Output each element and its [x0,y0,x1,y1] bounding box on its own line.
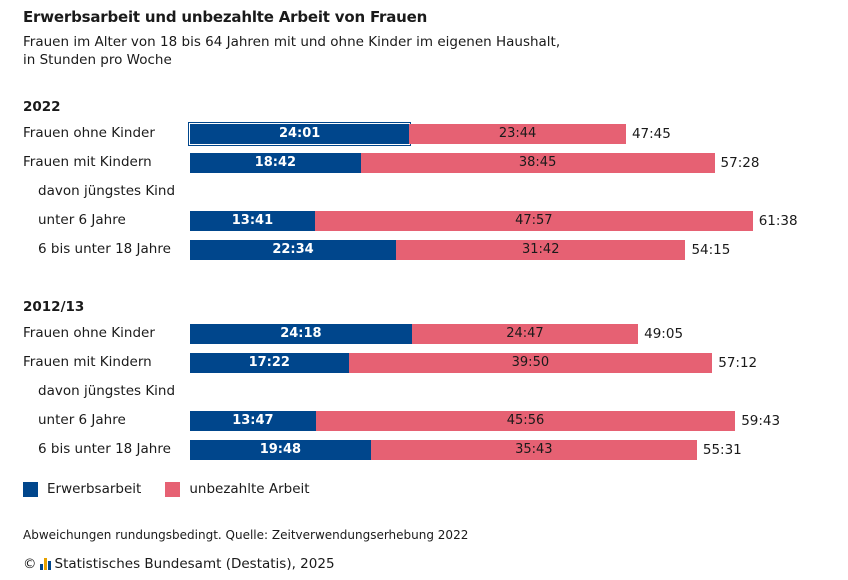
row-label: Frauen ohne Kinder [23,325,155,341]
row-label: unter 6 Jahre [38,212,126,228]
data-label-total: 57:12 [718,355,758,371]
subtitle-line-2: in Stunden pro Woche [23,52,172,68]
bar-segment-unpaid [315,411,736,431]
bar-segment-unpaid [370,440,697,460]
data-label-unpaid: 31:42 [522,242,560,257]
data-label-total: 61:38 [758,213,798,229]
legend-swatch-paid [23,481,38,497]
legend: Erwerbsarbeit unbezahlte Arbeit [23,481,334,497]
chart-subtitle: Frauen im Alter von 18 bis 64 Jahren mit… [23,33,623,69]
bar-segment-paid [190,124,410,144]
bar-segment-paid [190,211,315,231]
bar-row: 13:47 45:56 [190,411,736,431]
data-label-unpaid: 23:44 [498,126,537,141]
footnote: Abweichungen rundungsbedingt. Quelle: Ze… [23,528,469,542]
data-label-paid: 17:22 [248,355,290,370]
bar-segment-unpaid [360,153,715,173]
bar-segment-paid [190,353,349,373]
data-label-paid: 24:18 [280,326,322,341]
data-label-total: 59:43 [741,413,781,429]
legend-label-unpaid: unbezahlte Arbeit [189,481,310,497]
legend-item-paid: Erwerbsarbeit [23,481,141,497]
row-label: unter 6 Jahre [38,412,126,428]
bar-segment-paid [190,153,361,173]
bar-row: 24:18 24:47 [190,324,639,344]
data-label-unpaid: 39:50 [511,355,550,370]
bar-segment-unpaid [314,211,753,231]
data-label-unpaid: 24:47 [506,326,544,341]
credit-text: Statistisches Bundesamt (Destatis), 2025 [54,556,335,572]
bar-segment-paid [190,324,412,344]
data-label-unpaid: 38:45 [518,155,557,170]
data-label-unpaid: 47:57 [515,213,553,228]
bar-row: 22:34 31:42 [190,240,686,260]
bar-row: 24:01 23:44 [190,124,626,144]
row-label: 6 bis unter 18 Jahre [38,441,171,457]
bar-segment-paid [190,411,316,431]
data-label-paid: 22:34 [272,242,314,257]
subtitle-line-1: Frauen im Alter von 18 bis 64 Jahren mit… [23,34,561,50]
bar-row: 18:42 38:45 [190,153,715,173]
bar-segment-paid [190,440,371,460]
credit-line: © Statistisches Bundesamt (Destatis), 20… [23,556,335,572]
bar-segment-paid [190,240,397,260]
bar-segment-unpaid [409,124,626,144]
destatis-logo-icon [39,558,51,570]
data-label-unpaid: 45:56 [506,413,545,428]
row-label: Frauen ohne Kinder [23,125,155,141]
row-label: Frauen mit Kindern [23,354,152,370]
legend-item-unpaid: unbezahlte Arbeit [165,481,310,497]
data-label-unpaid: 35:43 [515,442,553,457]
bar-row: 17:22 39:50 [190,353,713,373]
copyright-symbol: © [23,556,37,572]
bar-segment-unpaid [411,324,639,344]
data-label-total: 47:45 [631,126,671,142]
data-label-total: 54:15 [691,242,731,258]
bar-row: 13:41 47:57 [190,211,753,231]
data-label-total: 57:28 [720,155,760,171]
data-label-paid: 24:01 [278,126,321,141]
bar-segment-unpaid [348,353,713,373]
data-label-paid: 13:41 [231,213,274,228]
legend-label-paid: Erwerbsarbeit [47,481,142,497]
subgroup-header: davon jüngstes Kind [38,183,176,199]
group-label: 2012/13 [23,299,85,315]
row-label: Frauen mit Kindern [23,154,152,170]
bar-row: 19:48 35:43 [190,440,697,460]
data-label-paid: 19:48 [259,442,302,457]
chart-title: Erwerbsarbeit und unbezahlte Arbeit von … [23,8,428,26]
data-label-paid: 13:47 [232,413,274,428]
data-label-paid: 18:42 [254,155,297,170]
row-label: 6 bis unter 18 Jahre [38,241,171,257]
data-label-total: 49:05 [644,326,684,342]
data-label-total: 55:31 [702,442,742,458]
bar-segment-unpaid [396,240,686,260]
subgroup-header: davon jüngstes Kind [38,383,176,399]
group-label: 2022 [23,99,61,115]
legend-swatch-unpaid [165,481,181,497]
